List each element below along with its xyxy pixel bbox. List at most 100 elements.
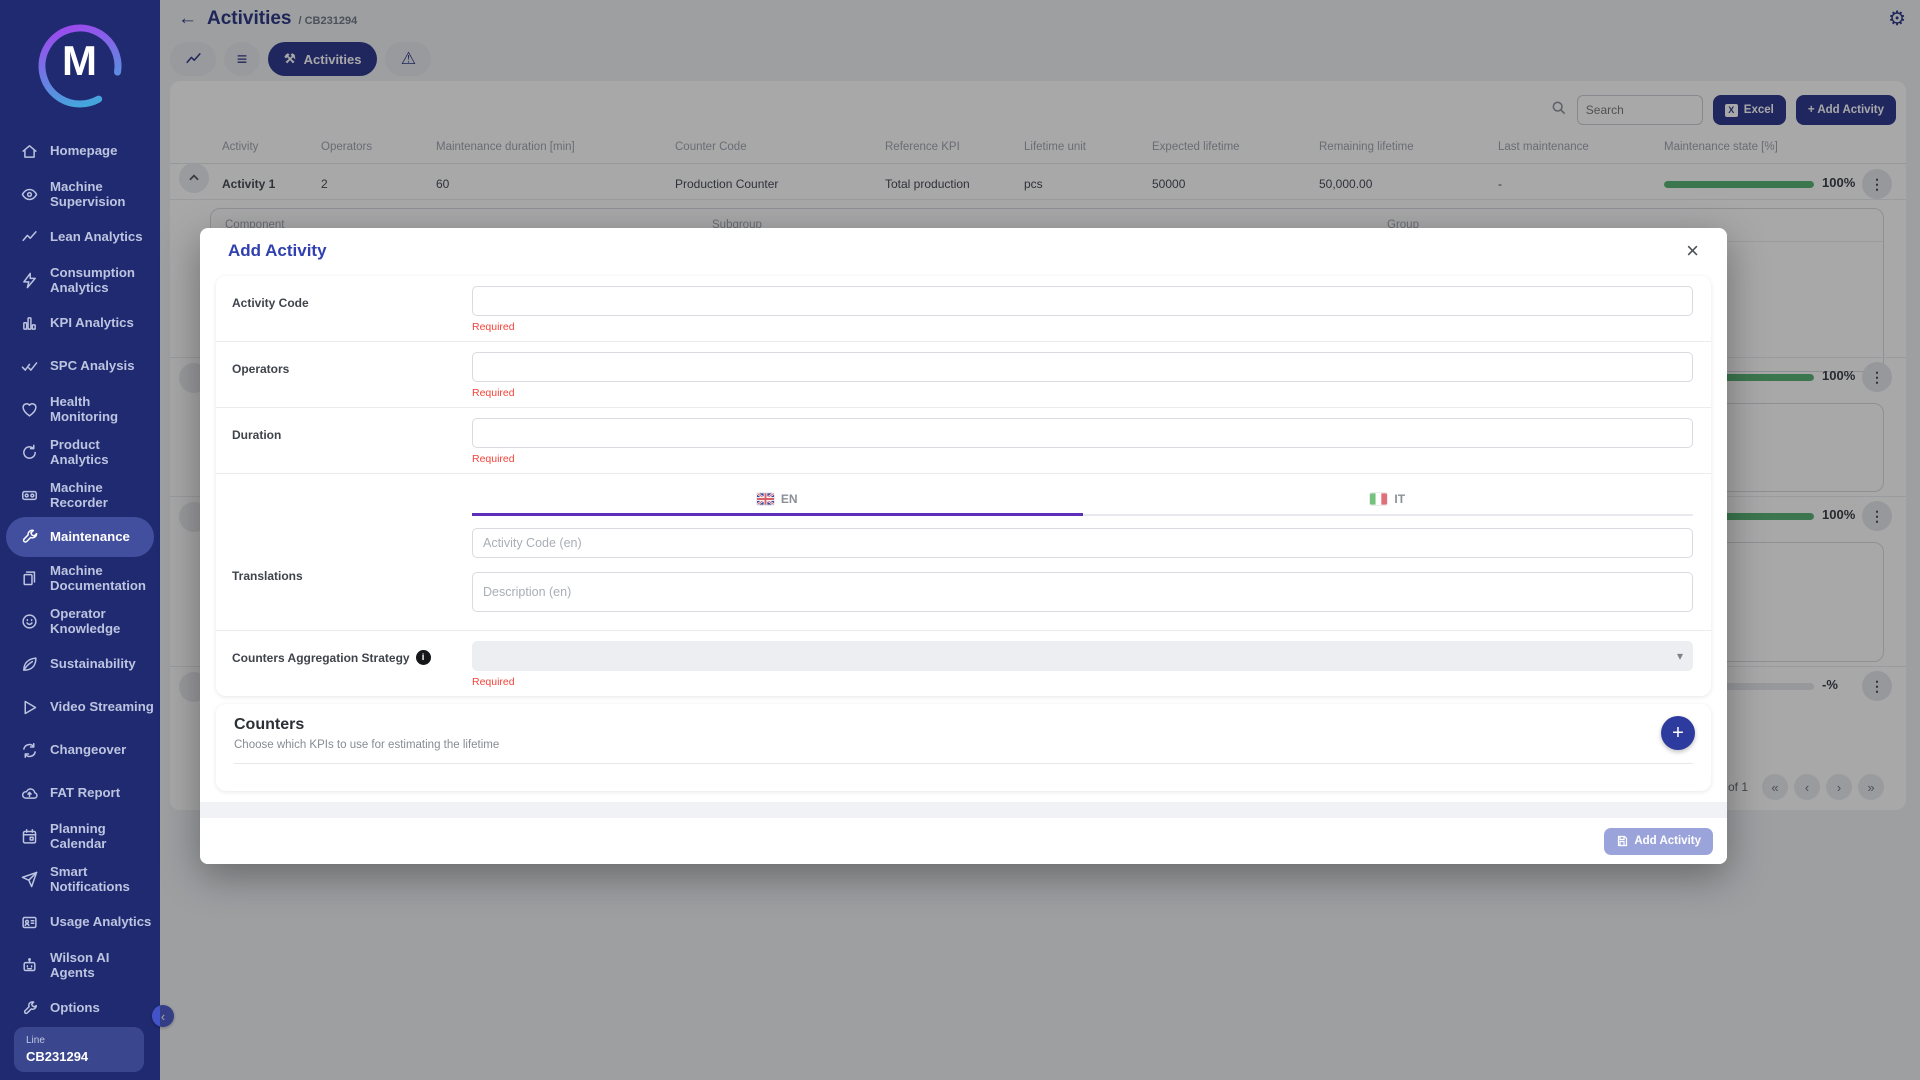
duration-input[interactable] <box>472 418 1693 448</box>
row-menu-button[interactable]: ⋮ <box>1862 169 1892 199</box>
operators-row: Operators Required <box>216 342 1711 408</box>
header-divider <box>170 163 1906 164</box>
tab-it[interactable]: IT <box>1083 484 1694 514</box>
col-last-maintenance: Last maintenance <box>1498 141 1589 153</box>
uk-flag-icon <box>756 493 774 505</box>
progress-bar <box>1664 683 1814 690</box>
counters-subtitle: Choose which KPIs to use for estimating … <box>234 739 500 751</box>
counters-aggregation-row: Counters Aggregation Strategy i ▾ Requir… <box>216 631 1711 696</box>
sidebar-item-spc-analysis[interactable]: SPC Analysis <box>0 345 160 388</box>
activities-tab-button[interactable]: ⚒ Activities <box>268 42 378 76</box>
sidebar-item-smart-notifications[interactable]: Smart Notifications <box>0 858 160 901</box>
kebab-icon: ⋮ <box>1870 507 1884 524</box>
sidebar-item-operator-knowledge[interactable]: Operator Knowledge <box>0 600 160 643</box>
last-page-button[interactable]: » <box>1858 774 1884 800</box>
cell-duration: 60 <box>436 177 450 191</box>
sidebar-item-machine-supervision[interactable]: Machine Supervision <box>0 173 160 216</box>
activity-code-label: Activity Code <box>232 296 309 310</box>
sidebar-item-fat-report[interactable]: FAT Report <box>0 772 160 815</box>
sidebar-item-machine-documentation[interactable]: Machine Documentation <box>0 557 160 600</box>
sidebar-item-sustainability[interactable]: Sustainability <box>0 643 160 686</box>
translation-description-input[interactable] <box>472 572 1693 612</box>
translations-row: Translations EN IT <box>216 474 1711 631</box>
tab-en[interactable]: EN <box>472 484 1083 514</box>
counters-title: Counters <box>234 716 305 733</box>
col-remaining-lifetime: Remaining lifetime <box>1319 141 1414 153</box>
bolt-icon <box>18 272 40 289</box>
add-activity-button[interactable]: + Add Activity <box>1795 95 1896 125</box>
line-value: CB231294 <box>26 1049 89 1064</box>
sidebar-item-machine-recorder[interactable]: Machine Recorder <box>0 474 160 517</box>
required-hint: Required <box>472 453 515 465</box>
activity-code-input[interactable] <box>472 286 1693 316</box>
sidebar-item-kpi-analytics[interactable]: KPI Analytics <box>0 302 160 345</box>
search-input[interactable] <box>1576 95 1703 125</box>
sidebar: M Homepage Machine Supervision Lean Anal… <box>0 0 160 1080</box>
cell-activity: Activity 1 <box>222 177 276 191</box>
translation-activity-code-input[interactable] <box>472 528 1693 558</box>
add-activity-modal: Add Activity × Activity Code Required Op… <box>200 228 1727 864</box>
alerts-view-button[interactable]: ⚠ <box>385 42 432 76</box>
back-arrow-icon[interactable]: ← <box>178 8 197 29</box>
page-title: Activities <box>207 8 292 29</box>
add-counter-button[interactable]: + <box>1661 716 1695 750</box>
next-page-button[interactable]: › <box>1826 774 1852 800</box>
sidebar-item-product-analytics[interactable]: Product Analytics <box>0 431 160 474</box>
progress-bar <box>1664 374 1814 381</box>
wrench-icon <box>18 529 40 546</box>
prev-page-button[interactable]: ‹ <box>1794 774 1820 800</box>
sidebar-item-homepage[interactable]: Homepage <box>0 130 160 173</box>
robot-icon <box>18 957 40 974</box>
progress-bar <box>1664 181 1814 188</box>
col-activity: Activity <box>222 141 259 153</box>
cell-operators: 2 <box>321 177 328 191</box>
line-card[interactable]: Line CB231294 <box>14 1027 144 1072</box>
sidebar-item-health-monitoring[interactable]: Health Monitoring <box>0 388 160 431</box>
play-icon <box>18 699 40 716</box>
submit-add-activity-button[interactable]: Add Activity <box>1604 827 1713 855</box>
view-toolbar: ≡ ⚒ Activities ⚠ <box>160 30 1920 76</box>
chart-icon <box>185 52 201 63</box>
info-icon[interactable]: i <box>415 650 431 665</box>
row-menu-button[interactable]: ⋮ <box>1862 671 1892 701</box>
row-menu-button[interactable]: ⋮ <box>1862 501 1892 531</box>
sidebar-collapse-button[interactable]: ‹ <box>152 1005 174 1027</box>
search-icon <box>1551 100 1567 121</box>
sidebar-item-lean-analytics[interactable]: Lean Analytics <box>0 216 160 259</box>
required-hint: Required <box>472 321 515 333</box>
close-icon[interactable]: × <box>1686 238 1699 263</box>
sidebar-item-wilson-ai-agents[interactable]: Wilson AI Agents <box>0 944 160 987</box>
documents-icon <box>18 570 40 587</box>
excel-export-button[interactable]: X Excel <box>1712 95 1786 125</box>
sidebar-item-consumption-analytics[interactable]: Consumption Analytics <box>0 259 160 302</box>
sidebar-item-video-streaming[interactable]: Video Streaming <box>0 686 160 729</box>
sidebar-item-changeover[interactable]: Changeover <box>0 729 160 772</box>
row-divider <box>170 199 1906 200</box>
sidebar-item-maintenance[interactable]: Maintenance <box>6 517 154 557</box>
cell-reference-kpi: Total production <box>885 177 970 191</box>
operators-input[interactable] <box>472 352 1693 382</box>
sidebar-item-options[interactable]: Options <box>0 987 160 1030</box>
required-hint: Required <box>472 387 515 399</box>
cell-remaining-lifetime: 50,000.00 <box>1319 177 1373 191</box>
chevron-down-icon: ▾ <box>1676 649 1683 663</box>
hamburger-icon: ≡ <box>236 48 248 69</box>
progress-value: -% <box>1822 677 1838 692</box>
leaf-icon <box>18 656 40 673</box>
gear-icon[interactable]: ⚙ <box>1888 8 1906 30</box>
aggregation-strategy-select[interactable]: ▾ <box>472 641 1693 671</box>
first-page-button[interactable]: « <box>1762 774 1788 800</box>
counters-section: Counters Choose which KPIs to use for es… <box>216 704 1711 791</box>
calendar-icon <box>18 828 40 845</box>
cell-lifetime-unit: pcs <box>1024 177 1043 191</box>
sidebar-item-usage-analytics[interactable]: Usage Analytics <box>0 901 160 944</box>
trend-icon <box>18 229 40 246</box>
progress-value: 100% <box>1822 368 1856 383</box>
row-collapse-button[interactable] <box>179 163 209 193</box>
sidebar-item-planning-calendar[interactable]: Planning Calendar <box>0 815 160 858</box>
cell-last-maintenance: - <box>1498 177 1502 191</box>
chart-view-button[interactable] <box>170 42 216 76</box>
translations-label: Translations <box>232 569 303 583</box>
list-view-button[interactable]: ≡ <box>224 42 260 76</box>
row-menu-button[interactable]: ⋮ <box>1862 362 1892 392</box>
